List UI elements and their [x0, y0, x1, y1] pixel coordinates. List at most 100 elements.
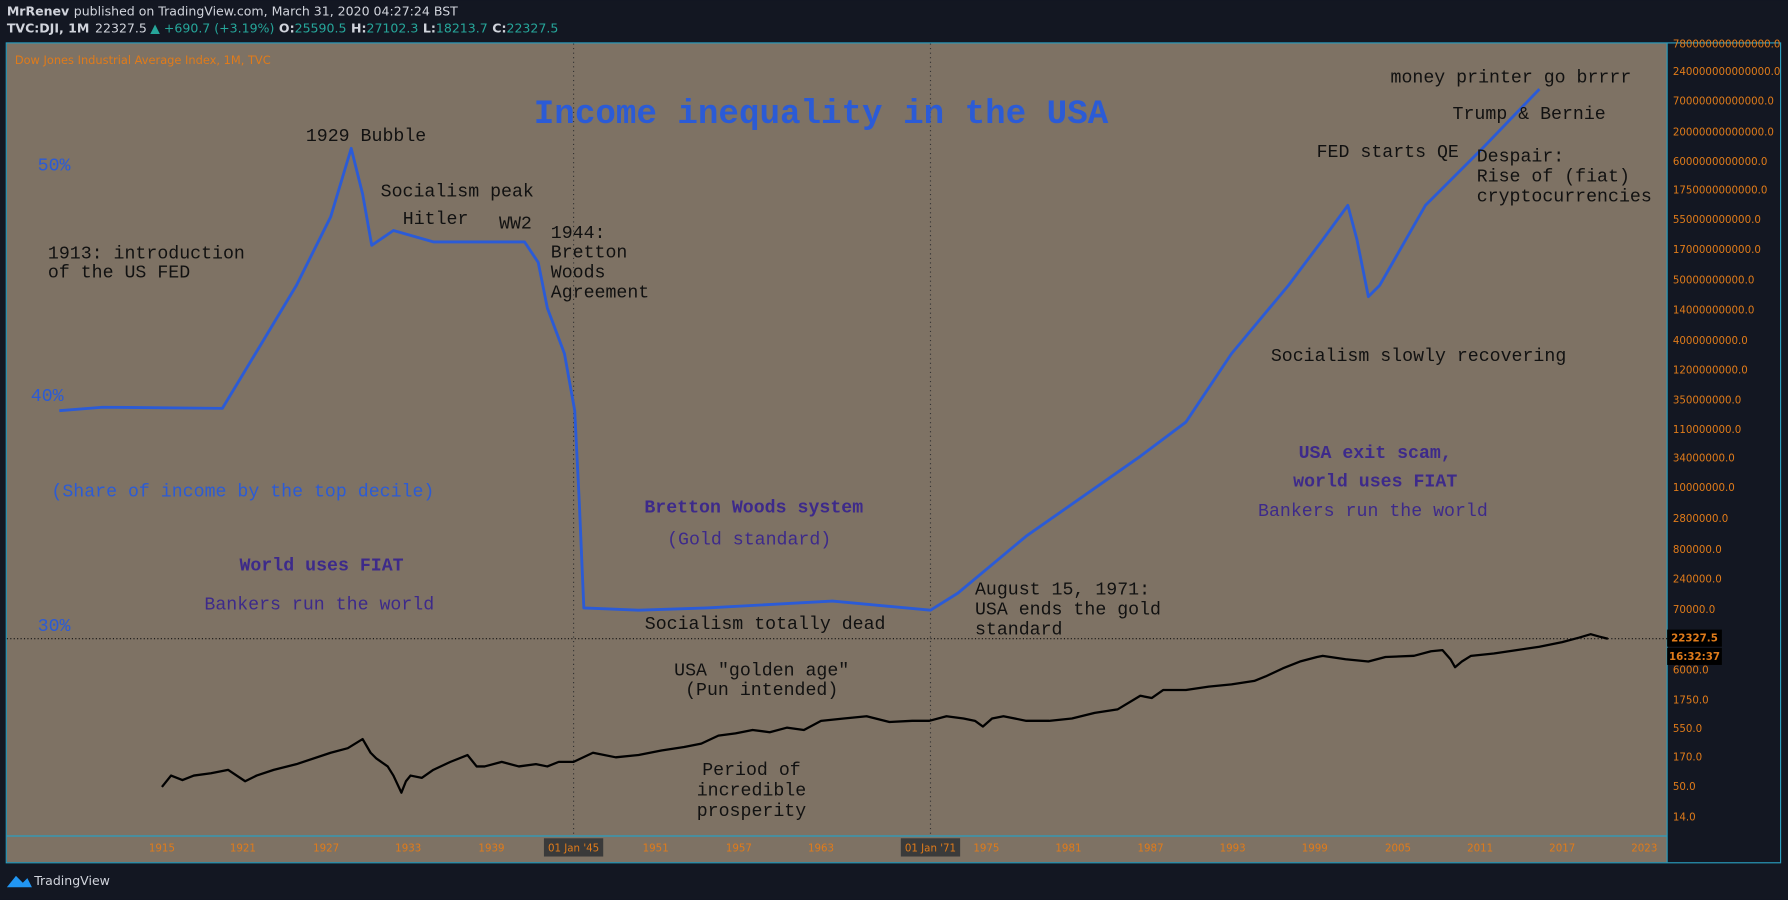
ohlc-value: 22327.5: [506, 20, 558, 35]
annotation-line: Socialism totally dead: [645, 615, 886, 635]
time-axis-label: 1921: [230, 843, 256, 855]
annotation-line: prosperity: [697, 802, 806, 822]
annotation-line: 40%: [31, 387, 64, 407]
annotation-line: USA "golden age": [674, 661, 849, 681]
income-share-drawing: [59, 88, 1541, 612]
time-axis-label: 01 Jan '45: [548, 843, 599, 855]
annotation-line: Rise of (fiat): [1477, 167, 1630, 187]
time-axis-label: 1927: [313, 843, 339, 855]
annotation: Bretton Woods system: [644, 498, 863, 518]
annotation: August 15, 1971: USA ends the gold standar…: [975, 581, 1161, 641]
annotation: USA "golden age" (Pun intended): [674, 661, 849, 700]
countdown: 16:32:37: [1669, 651, 1720, 663]
price-axis-label: 2800000.0: [1673, 513, 1728, 525]
ohlc-key: O:: [279, 20, 295, 35]
time-axis-label: 2005: [1385, 843, 1411, 855]
annotation-line: WW2: [499, 214, 532, 234]
price-axis-label: 70000.0: [1673, 604, 1715, 616]
annotation-line: August 15, 1971:: [975, 581, 1150, 601]
annotation-line: money printer go brrrr: [1391, 69, 1632, 89]
annotation-line: Socialism slowly recovering: [1271, 347, 1566, 367]
chart-border: [5, 42, 1782, 864]
annotation-line: FED starts QE: [1317, 143, 1459, 163]
time-axis-label: 1933: [395, 843, 421, 855]
annotation-line: USA ends the gold: [975, 600, 1161, 620]
annotation-line: Despair:: [1477, 147, 1565, 167]
price-axis-label: 170000000000.0: [1673, 244, 1761, 256]
time-axis-label: 1993: [1220, 843, 1246, 855]
time-axis-label: 1975: [973, 843, 999, 855]
annotation-line: 30%: [38, 617, 71, 637]
price-axis-label: 1750000000000.0: [1673, 185, 1768, 197]
annotation-line: Woods: [551, 263, 606, 283]
annotation: 50%: [38, 156, 71, 176]
annotation: Bankers run the world: [1258, 502, 1488, 522]
annotation: 1944: Bretton Woods Agreement: [551, 224, 649, 304]
ohlc-value: 18213.7: [436, 20, 488, 35]
annotation-line: Bretton: [551, 244, 628, 264]
annotation: 40%: [31, 387, 64, 407]
time-label-box: [543, 838, 604, 857]
annotation: Socialism totally dead: [645, 615, 886, 635]
annotation-line: Socialism peak: [381, 183, 534, 203]
time-axis-label: 2017: [1549, 843, 1575, 855]
annotation-line: Hitler: [403, 210, 469, 230]
price-axis-label: 550.0: [1673, 723, 1702, 735]
annotation: (Gold standard): [667, 530, 831, 550]
time-axis-label: 1999: [1302, 843, 1328, 855]
price-axis-label: 20000000000000.0: [1673, 126, 1774, 138]
price-axis-label: 14000000000.0: [1673, 304, 1755, 316]
price-axis-label: 1750.0: [1673, 694, 1709, 706]
change: ▲ +690.7 (+3.19%): [150, 20, 274, 35]
annotation: World uses FIAT: [239, 557, 403, 577]
published: published on TradingView.com, March 31, …: [74, 3, 458, 18]
annotation-line: Bankers run the world: [204, 595, 434, 615]
annotation-line: Trump & Bernie: [1453, 105, 1606, 125]
price-axis-label: 780000000000000.0: [1673, 39, 1781, 51]
ohlc-key: C:: [492, 20, 506, 35]
price-axis-label: 50000000000.0: [1673, 275, 1755, 287]
price-axis-label: 1200000000.0: [1673, 365, 1748, 377]
time-axis-label: 1957: [726, 843, 752, 855]
symbol: TVC:DJI, 1M: [7, 20, 90, 35]
price-axis-label: 240000000000000.0: [1673, 66, 1781, 78]
annotation-line: 50%: [38, 156, 71, 176]
price-label: 22327.5: [1671, 633, 1718, 645]
price-axis-label: 6000000000000.0: [1673, 156, 1768, 168]
annotation-line: world uses FIAT: [1293, 472, 1457, 492]
annotation: 1929 Bubble: [306, 127, 426, 147]
price-axis-label: 800000.0: [1673, 544, 1722, 556]
price-axis-label: 6000.0: [1673, 665, 1709, 677]
annotation-line: incredible: [697, 781, 806, 801]
annotation: 1913: introduction of the US FED: [48, 244, 245, 283]
annotation-line: 1944:: [551, 224, 606, 244]
annotation-line: cryptocurrencies: [1477, 187, 1652, 207]
annotation-line: of the US FED: [48, 263, 190, 283]
annotation-line: (Share of income by the top decile): [51, 482, 434, 502]
annotation-line: Bankers run the world: [1258, 502, 1488, 522]
price-axis-label: 110000000.0: [1673, 424, 1741, 436]
annotation: Bankers run the world: [204, 595, 434, 615]
annotation: Socialism peak: [381, 183, 534, 203]
annotation-line: (Pun intended): [685, 681, 838, 701]
ohlc-value: 25590.5: [295, 20, 347, 35]
header-line: MrRenev published on TradingView.com, Mar…: [7, 3, 458, 18]
dji-price-line: [161, 633, 1609, 794]
time-axis-label: 1939: [478, 843, 504, 855]
time-axis-label: 1951: [643, 843, 669, 855]
price-axis-label: 4000000000.0: [1673, 335, 1748, 347]
annotation-line: USA exit scam,: [1299, 444, 1452, 464]
annotation-line: World uses FIAT: [239, 557, 403, 577]
chart-area: [6, 43, 1668, 863]
brand-logo: [6, 875, 32, 888]
chart-title: Income inequality in the USA: [534, 96, 1109, 134]
annotation: (Share of income by the top decile): [51, 482, 434, 502]
chart-legend: Dow Jones Industrial Average Index, 1M, …: [15, 53, 271, 67]
price-axis-label: 550000000000.0: [1673, 214, 1761, 226]
time-axis-label: 2023: [1631, 843, 1657, 855]
time-axis-label: 1987: [1138, 843, 1164, 855]
ohlc-key: H:: [351, 20, 367, 35]
annotation-line: 1913: introduction: [48, 244, 245, 264]
